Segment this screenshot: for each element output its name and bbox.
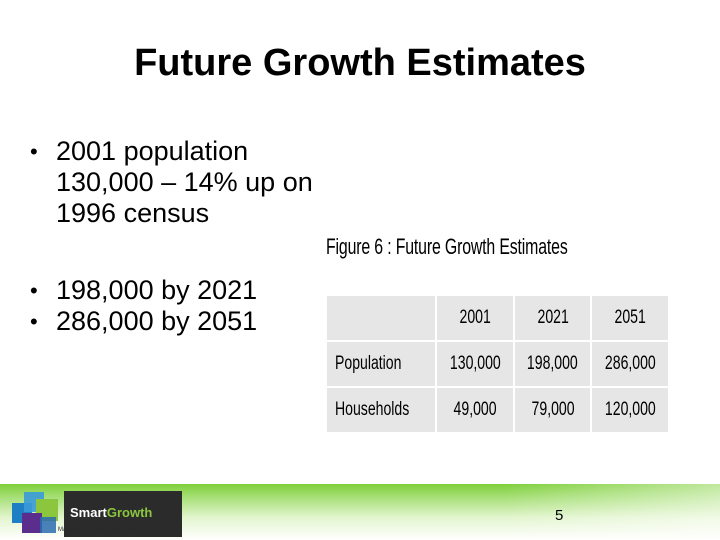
logo-wordmark: SmartGrowth [70,505,153,520]
smartgrowth-logo: SmartGrowth [10,489,182,537]
figure-caption: Figure 6 : Future Growth Estimates [326,234,568,259]
bullet-item: • 2001 population 130,000 – 14% up on 19… [30,136,330,229]
bullet-item: • 286,000 by 2051 [30,306,330,337]
table-row: Population 130,000 198,000 286,000 [324,340,670,388]
bullet-dot: • [30,139,38,164]
table-cell: 120,000 [590,386,670,434]
table-header-cell: 2001 [435,294,515,342]
bullet-text: 198,000 by 2021 [56,275,258,305]
row-label: Households [324,386,438,434]
bullet-text: 286,000 by 2051 [56,306,258,336]
table-cell: 79,000 [512,386,593,434]
page-number: 5 [555,507,564,524]
bullet-dot: • [30,278,38,303]
table-cell: 130,000 [435,340,515,388]
cubes-logo-icon [12,492,58,533]
logo-wordmark-box: SmartGrowth [64,491,182,537]
bullet-dot: • [30,309,38,334]
table-cell: 286,000 [590,340,670,388]
slide-title: Future Growth Estimates [134,42,586,84]
bullet-list: • 2001 population 130,000 – 14% up on 19… [30,136,330,337]
table-header-row: 2001 2021 2051 [324,294,670,342]
bullet-item: • 198,000 by 2021 [30,275,330,306]
logo-tagline: Managing Growth in the Western Bay [58,527,158,533]
row-label: Population [324,340,438,388]
table-cell: 49,000 [435,386,515,434]
table-header-cell: 2021 [512,294,593,342]
bullet-text: 2001 population 130,000 – 14% up on 1996… [56,136,313,228]
table-header-cell: 2051 [590,294,670,342]
table-cell: 198,000 [512,340,593,388]
table-row: Households 49,000 79,000 120,000 [324,386,670,434]
table-header-cell [324,294,438,342]
growth-estimates-table: 2001 2021 2051 Population 130,000 198,00… [324,294,670,434]
